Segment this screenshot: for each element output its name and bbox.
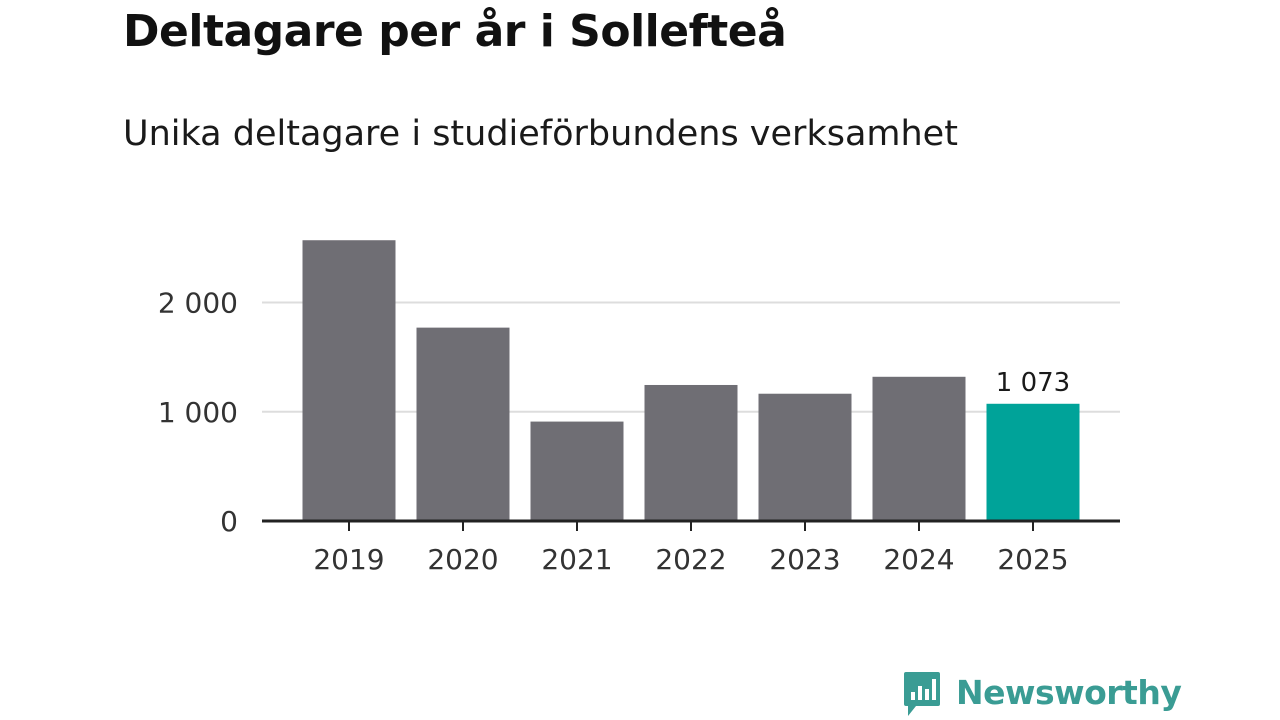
x-tick-label: 2021 (541, 543, 612, 576)
bar-2022 (644, 384, 738, 521)
x-tick-label: 2020 (427, 543, 498, 576)
bar-2024 (872, 376, 966, 521)
data-label: 1 073 (996, 368, 1070, 398)
x-tick-label: 2025 (997, 543, 1068, 576)
bar-2019 (302, 240, 396, 522)
x-tick-label: 2024 (883, 543, 954, 576)
x-tick-label: 2019 (313, 543, 384, 576)
bar-2020 (416, 327, 510, 521)
data-labels: 1 073 (996, 368, 1070, 398)
y-tick-label: 1 000 (158, 396, 238, 429)
x-tick-label: 2023 (769, 543, 840, 576)
bar-2025 (986, 403, 1080, 521)
x-axis (262, 519, 1120, 531)
brand-logo: Newsworthy (902, 670, 1182, 720)
y-tick-labels: 0 1 000 2 000 (158, 287, 238, 539)
x-tick-labels: 2019 2020 2021 2022 2023 2024 2025 (313, 543, 1068, 576)
y-tick-label: 2 000 (158, 287, 238, 320)
bar-2023 (758, 393, 852, 521)
x-tick-label: 2022 (655, 543, 726, 576)
bar-2021 (530, 421, 624, 521)
y-tick-label: 0 (220, 505, 238, 538)
chart-title: Deltagare per år i Sollefteå (123, 6, 787, 57)
bars (302, 240, 1080, 522)
chart-subtitle: Unika deltagare i studieförbundens verks… (123, 114, 958, 154)
brand-name: Newsworthy (956, 672, 1182, 712)
newsworthy-logo-icon (904, 672, 940, 716)
